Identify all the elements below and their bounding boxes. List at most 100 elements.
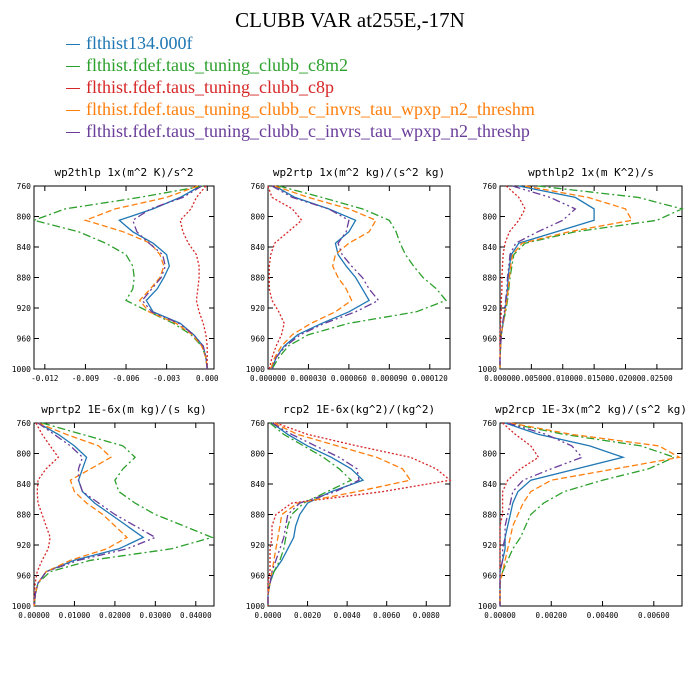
legend-label: flthist.fdef.taus_tuning_clubb_c_invrs_t… bbox=[86, 99, 535, 119]
y-tick-label: 920 bbox=[251, 304, 266, 313]
legend-label: flthist.fdef.taus_tuning_clubb_c_invrs_t… bbox=[86, 121, 530, 141]
legend-swatch bbox=[66, 65, 80, 67]
panel-title: rcp2 1E-6x(kg^2)/(kg^2) bbox=[283, 403, 435, 416]
series-line bbox=[267, 422, 412, 606]
y-tick-label: 840 bbox=[251, 243, 266, 252]
panel-title: wp2thlp 1x(m^2 K)/s^2 bbox=[54, 166, 193, 179]
y-tick-label: 840 bbox=[483, 243, 498, 252]
x-tick-label: 0.02000 bbox=[99, 611, 131, 620]
x-tick-label: 0.0020 bbox=[294, 611, 322, 620]
y-tick-label: 1000 bbox=[246, 365, 265, 374]
x-tick-label: 0.000 bbox=[196, 374, 219, 383]
x-tick-label: 0.0040 bbox=[334, 611, 362, 620]
legend-swatch bbox=[66, 87, 80, 89]
y-tick-label: 800 bbox=[483, 450, 498, 459]
series-line bbox=[33, 422, 157, 607]
x-tick-label: 0.01000 bbox=[59, 611, 91, 620]
x-tick-label: 0.00000 bbox=[484, 611, 516, 620]
series-line bbox=[132, 185, 208, 370]
series-line bbox=[267, 422, 353, 606]
y-tick-label: 760 bbox=[483, 182, 498, 191]
series-line bbox=[267, 422, 365, 606]
y-tick-label: 800 bbox=[251, 450, 266, 459]
y-tick-label: 960 bbox=[251, 335, 266, 344]
series-line bbox=[499, 185, 526, 369]
y-tick-label: 920 bbox=[483, 304, 498, 313]
x-tick-label: 0.00500 bbox=[516, 374, 548, 383]
y-tick-label: 880 bbox=[483, 511, 498, 520]
y-tick-label: 1000 bbox=[12, 365, 31, 374]
y-tick-label: 800 bbox=[483, 213, 498, 222]
series-line bbox=[499, 422, 677, 606]
y-tick-label: 840 bbox=[17, 243, 32, 252]
y-tick-label: 760 bbox=[483, 419, 498, 428]
series-line bbox=[499, 185, 595, 369]
y-tick-label: 840 bbox=[17, 480, 32, 489]
series-line bbox=[267, 185, 303, 370]
x-tick-label: 0.000060 bbox=[331, 374, 368, 383]
y-tick-label: 880 bbox=[17, 274, 32, 283]
x-tick-label: 0.01000 bbox=[547, 374, 579, 383]
y-tick-label: 880 bbox=[251, 274, 266, 283]
x-tick-label: 0.02000 bbox=[610, 374, 642, 383]
series-line bbox=[499, 422, 540, 606]
x-tick-label: 0.04000 bbox=[180, 611, 212, 620]
y-tick-label: 760 bbox=[251, 182, 266, 191]
legend-item: flthist.fdef.taus_tuning_clubb_c_invrs_t… bbox=[66, 98, 535, 120]
x-tick-label: 0.01500 bbox=[578, 374, 610, 383]
plot-frame bbox=[499, 185, 683, 370]
series-line bbox=[270, 185, 377, 370]
series-line bbox=[33, 422, 145, 607]
plot-frame bbox=[267, 422, 451, 607]
x-tick-label: 0.000030 bbox=[290, 374, 327, 383]
legend-swatch bbox=[66, 109, 80, 111]
chart-panel: wp2thlp 1x(m^2 K)/s^2 760 800 840 880 920 960 1… bbox=[12, 166, 219, 383]
y-tick-label: 880 bbox=[251, 511, 266, 520]
series-line bbox=[267, 422, 452, 606]
series-line bbox=[271, 185, 370, 370]
y-tick-label: 960 bbox=[483, 572, 498, 581]
x-tick-label: -0.003 bbox=[153, 374, 180, 383]
y-tick-label: 800 bbox=[17, 450, 32, 459]
y-tick-label: 800 bbox=[251, 213, 266, 222]
chart-panel: wp2rtp 1x(m^2 kg)/(s^2 kg) 760 800 840 880 92… bbox=[246, 166, 451, 383]
panel-title: wp2rtp 1x(m^2 kg)/(s^2 kg) bbox=[273, 166, 445, 179]
panel-title: wp2rcp 1E-3x(m^2 kg)/(s^2 kg) bbox=[495, 403, 687, 416]
legend-item: flthist134.000f bbox=[66, 32, 535, 54]
legend-label: flthist134.000f bbox=[86, 33, 193, 53]
panel-title: wpthlp2 1x(m K^2)/s bbox=[528, 166, 654, 179]
x-tick-label: 0.000120 bbox=[412, 374, 449, 383]
series-line bbox=[31, 185, 208, 370]
y-tick-label: 960 bbox=[483, 335, 498, 344]
x-tick-label: 0.03000 bbox=[140, 611, 172, 620]
y-tick-label: 840 bbox=[483, 480, 498, 489]
x-tick-label: 0.0060 bbox=[373, 611, 401, 620]
legend-swatch bbox=[66, 131, 80, 133]
y-tick-label: 1000 bbox=[12, 602, 31, 611]
series-line bbox=[267, 422, 360, 606]
y-tick-label: 800 bbox=[17, 213, 32, 222]
y-tick-label: 840 bbox=[251, 480, 266, 489]
chart-panel: rcp2 1E-6x(kg^2)/(kg^2) 760 800 840 880 920 96… bbox=[246, 403, 452, 620]
legend-item: flthist.fdef.taus_tuning_clubb_c_invrs_t… bbox=[66, 120, 535, 142]
y-tick-label: 880 bbox=[483, 274, 498, 283]
series-line bbox=[118, 185, 208, 370]
y-tick-label: 920 bbox=[483, 541, 498, 550]
x-tick-label: 0.000000 bbox=[250, 374, 287, 383]
series-line bbox=[499, 185, 633, 369]
panel-title: wprtp2 1E-6x(m kg)/(s kg) bbox=[41, 403, 207, 416]
series-line bbox=[83, 185, 208, 370]
series-line bbox=[179, 185, 208, 369]
x-tick-label: 0.000090 bbox=[371, 374, 408, 383]
y-tick-label: 960 bbox=[251, 572, 266, 581]
chart-panel: wpthlp2 1x(m K^2)/s 760 800 840 880 920 960 100… bbox=[478, 166, 684, 383]
series-line bbox=[499, 422, 584, 606]
y-tick-label: 1000 bbox=[478, 365, 497, 374]
chart-panel: wp2rcp 1E-3x(m^2 kg)/(s^2 kg) 760 800 840 88… bbox=[478, 403, 687, 620]
legend-label: flthist.fdef.taus_tuning_clubb_c8m2 bbox=[86, 55, 348, 75]
y-tick-label: 760 bbox=[17, 182, 32, 191]
y-tick-label: 920 bbox=[17, 304, 32, 313]
x-tick-label: 0.0080 bbox=[413, 611, 441, 620]
y-tick-label: 760 bbox=[17, 419, 32, 428]
